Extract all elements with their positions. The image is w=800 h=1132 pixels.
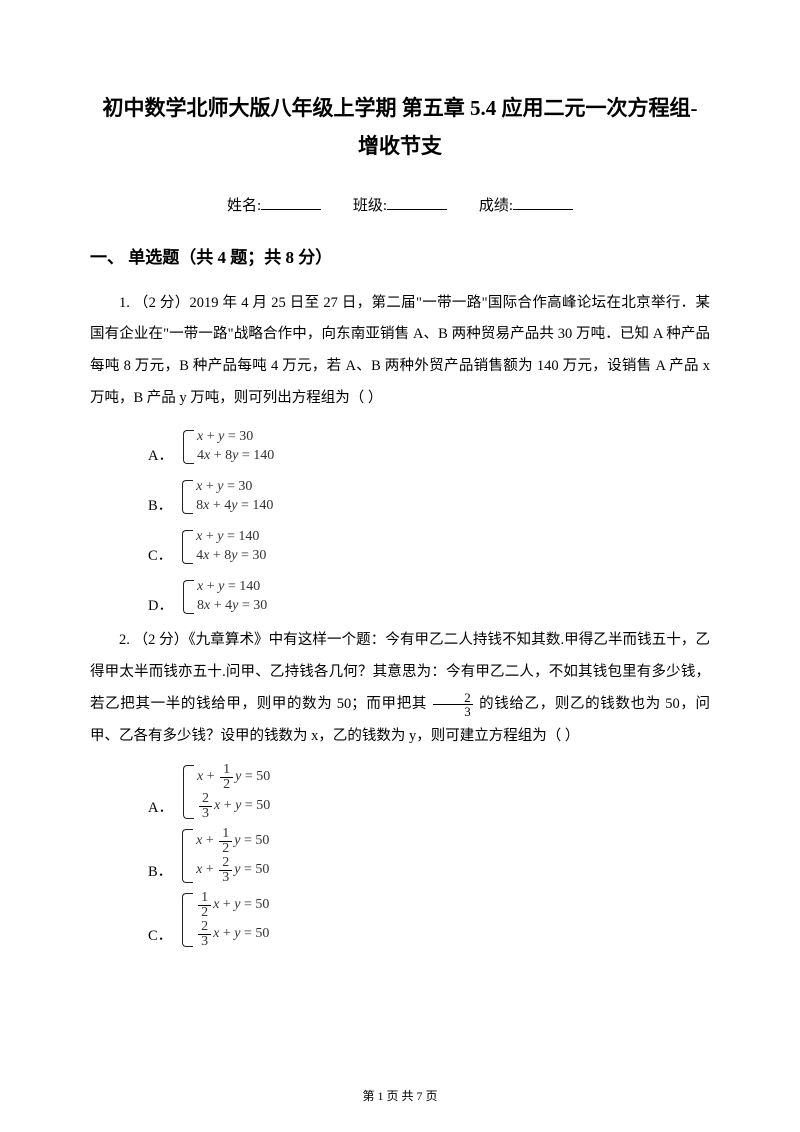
eq: 8x + 4y = 140 bbox=[196, 498, 273, 513]
q1-opt-a: A． x + y = x + y = 3030 4x + 8y = 140 bbox=[148, 425, 710, 469]
brace-icon: x + y = x + y = 3030 4x + 8y = 140 bbox=[183, 428, 274, 466]
fraction-icon: 2 3 bbox=[433, 691, 473, 718]
q2-options: A． x + 12y = 50 23x + y = 50 B． x + 12y … bbox=[148, 763, 710, 949]
info-row: 姓名: 班级: 成绩: bbox=[90, 194, 710, 215]
class-text: 班级: bbox=[353, 198, 387, 214]
eq: 23x + y = 50 bbox=[196, 926, 269, 941]
opt-label: A． bbox=[148, 796, 173, 821]
eq: 8x + 4y = 30 bbox=[197, 598, 267, 613]
eq: x + y = 30 bbox=[196, 479, 252, 494]
brace-icon: x + y = 30 8x + 4y = 140 bbox=[182, 478, 273, 516]
title-line1: 初中数学北师大版八年级上学期 第五章 5.4 应用二元一次方程组- bbox=[90, 90, 710, 128]
title-line2: 增收节支 bbox=[90, 128, 710, 166]
frac-num: 2 bbox=[433, 691, 473, 705]
eq: 4x + 8y = 140 bbox=[197, 448, 274, 463]
brace-icon: x + y = 140 4x + 8y = 30 bbox=[182, 528, 266, 566]
eq: x + y = x + y = 3030 bbox=[197, 429, 253, 444]
frac-den: 3 bbox=[433, 705, 473, 718]
opt-label: C． bbox=[148, 544, 172, 569]
brace-icon: x + 12y = 50 23x + y = 50 bbox=[183, 763, 270, 821]
question-2: 2. （2 分）《九章算术》中有这样一个题：今有甲乙二人持钱不知其数.甲得乙半而… bbox=[90, 625, 710, 753]
brace-icon: x + y = 140 8x + 4y = 30 bbox=[183, 578, 267, 616]
score-text: 成绩: bbox=[479, 198, 513, 214]
score-blank bbox=[513, 196, 573, 210]
eq: x + 12y = 50 bbox=[196, 833, 269, 848]
opt-label: D． bbox=[148, 594, 173, 619]
eq: 4x + 8y = 30 bbox=[196, 548, 266, 563]
q1-opt-b: B． x + y = 30 8x + 4y = 140 bbox=[148, 475, 710, 519]
score-label: 成绩: bbox=[479, 194, 573, 215]
name-text: 姓名: bbox=[227, 198, 261, 214]
eq: x + y = 140 bbox=[197, 579, 260, 594]
opt-label: C． bbox=[148, 924, 172, 949]
opt-label: B． bbox=[148, 494, 172, 519]
brace-icon: x + 12y = 50 x + 23y = 50 bbox=[182, 827, 269, 885]
q1-opt-d: D． x + y = 140 8x + 4y = 30 bbox=[148, 575, 710, 619]
eq: 23x + y = 50 bbox=[197, 798, 270, 813]
opt-label: A． bbox=[148, 444, 173, 469]
name-label: 姓名: bbox=[227, 194, 321, 215]
q2-opt-c: C． 12x + y = 50 23x + y = 50 bbox=[148, 891, 710, 949]
q2-opt-a: A． x + 12y = 50 23x + y = 50 bbox=[148, 763, 710, 821]
name-blank bbox=[261, 196, 321, 210]
q2-opt-b: B． x + 12y = 50 x + 23y = 50 bbox=[148, 827, 710, 885]
eq: x + 12y = 50 bbox=[197, 769, 270, 784]
eq: x + 23y = 50 bbox=[196, 862, 269, 877]
question-1: 1. （2 分）2019 年 4 月 25 日至 27 日，第二届"一带一路"国… bbox=[90, 288, 710, 416]
opt-label: B． bbox=[148, 860, 172, 885]
eq: x + y = 140 bbox=[196, 529, 259, 544]
class-label: 班级: bbox=[353, 194, 447, 215]
section-heading: 一、 单选题（共 4 题；共 8 分） bbox=[90, 243, 710, 268]
eq: 12x + y = 50 bbox=[196, 897, 269, 912]
page-footer: 第 1 页 共 7 页 bbox=[0, 1087, 800, 1104]
q1-options: A． x + y = x + y = 3030 4x + 8y = 140 B．… bbox=[148, 425, 710, 619]
q1-opt-c: C． x + y = 140 4x + 8y = 30 bbox=[148, 525, 710, 569]
brace-icon: 12x + y = 50 23x + y = 50 bbox=[182, 891, 269, 949]
class-blank bbox=[387, 196, 447, 210]
